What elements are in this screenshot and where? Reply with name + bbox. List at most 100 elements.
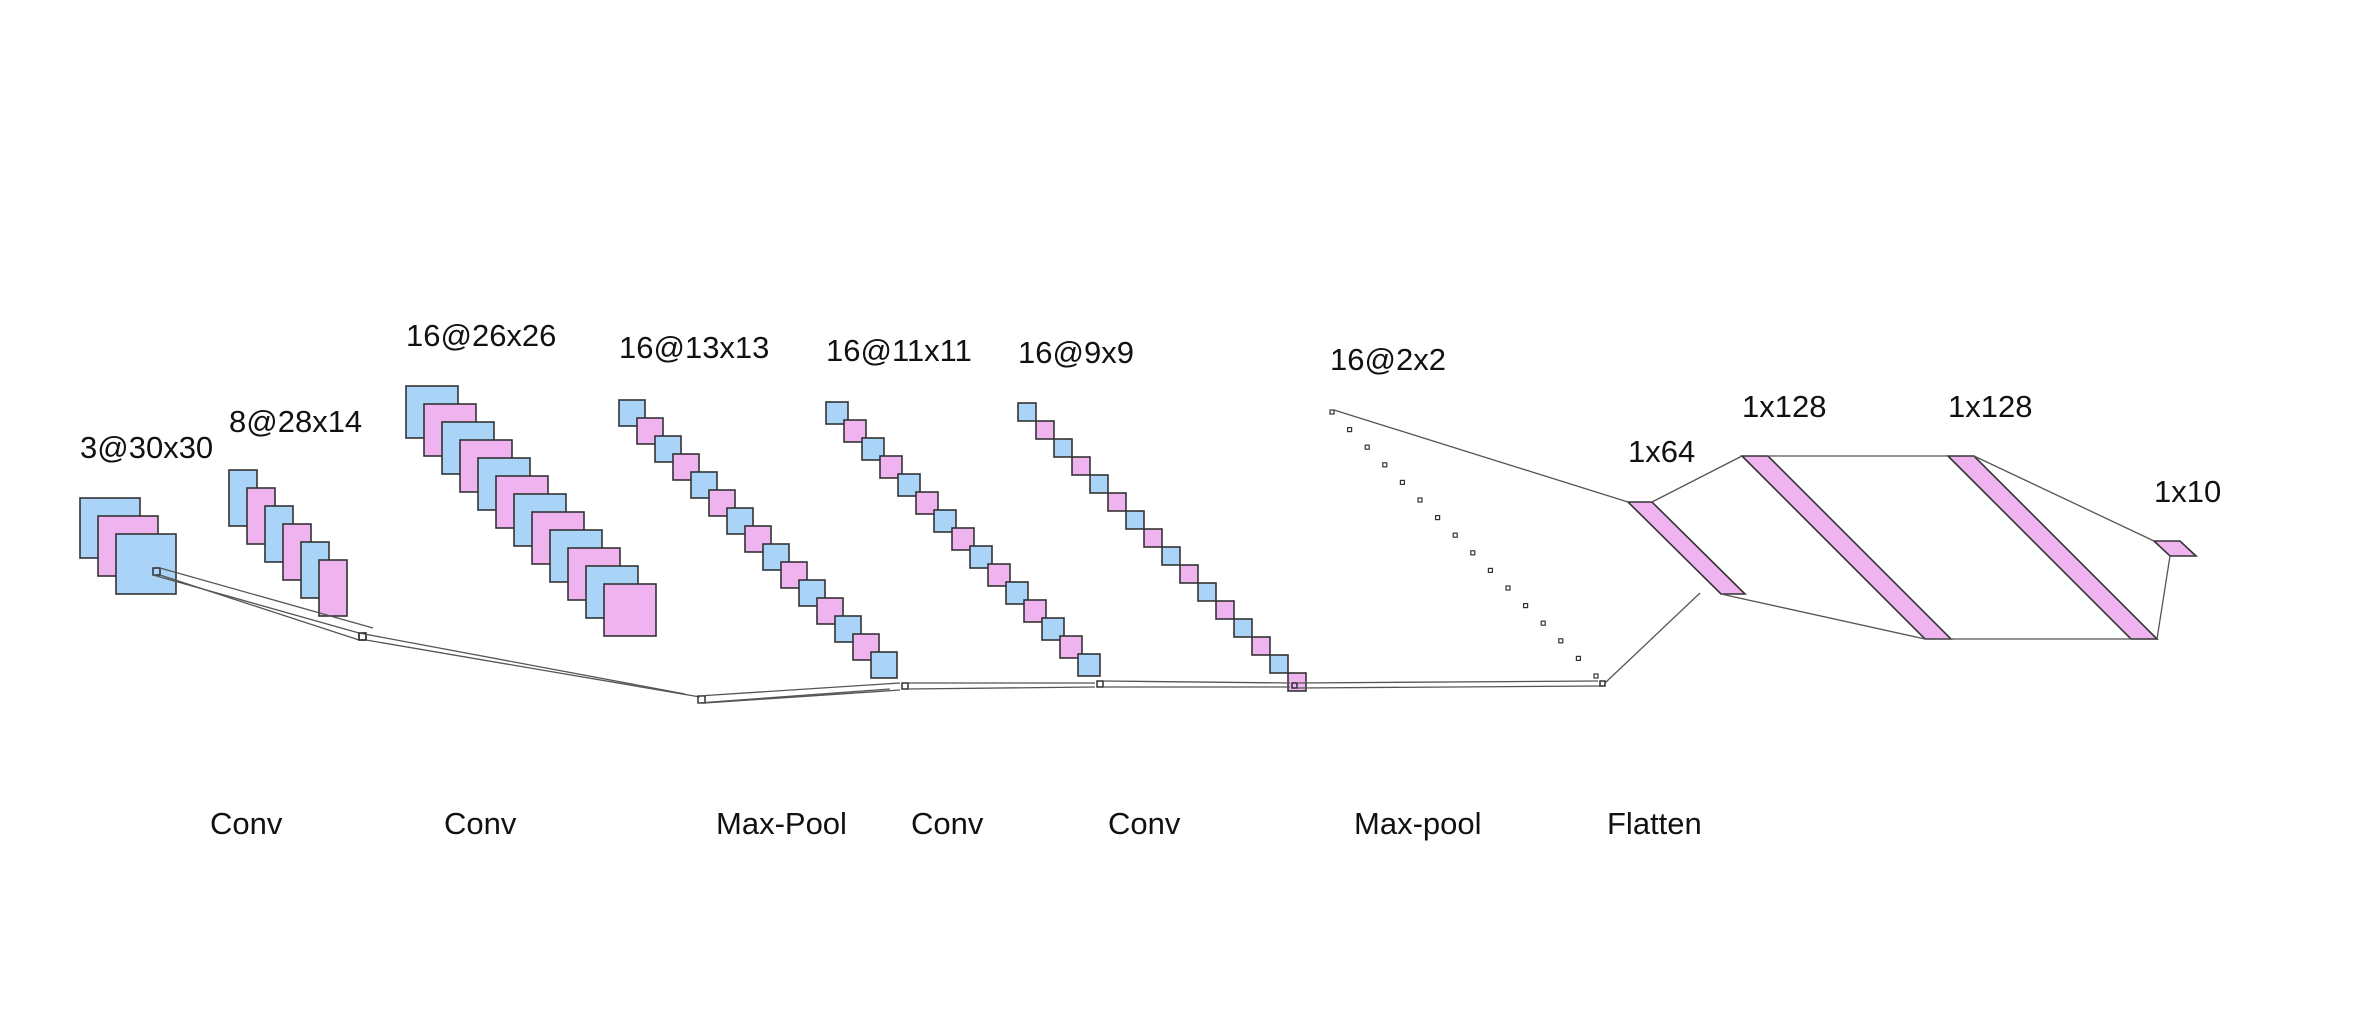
feature-map bbox=[1399, 479, 1406, 485]
connection-line bbox=[1296, 680, 1599, 684]
feature-map bbox=[1023, 599, 1047, 623]
feature-map bbox=[915, 491, 939, 515]
feature-map bbox=[1593, 673, 1599, 679]
kernel-window bbox=[1599, 680, 1606, 687]
feature-map bbox=[870, 651, 898, 679]
feature-map bbox=[1364, 444, 1370, 450]
feature-map bbox=[1269, 654, 1289, 674]
feature-map bbox=[1417, 497, 1423, 503]
connection-line bbox=[358, 632, 686, 695]
feature-map bbox=[115, 533, 177, 595]
feature-map bbox=[1053, 438, 1073, 458]
feature-map bbox=[1346, 427, 1353, 433]
feature-map bbox=[1071, 456, 1091, 476]
feature-map-stack-2 bbox=[228, 469, 348, 617]
feature-map bbox=[1251, 636, 1271, 656]
connection-line bbox=[1973, 455, 2155, 542]
feature-map bbox=[1505, 585, 1511, 591]
feature-map bbox=[708, 489, 736, 517]
feature-map bbox=[1017, 402, 1037, 422]
connection-line bbox=[2156, 555, 2171, 640]
feature-map-stack-1 bbox=[79, 497, 177, 595]
connection-line bbox=[152, 574, 360, 634]
operation-label-3: Max-Pool bbox=[716, 806, 847, 841]
feature-map bbox=[1434, 514, 1441, 521]
layer-shape-label-11: 1x10 bbox=[2154, 474, 2221, 509]
feature-map bbox=[1059, 635, 1083, 659]
feature-map bbox=[1470, 550, 1476, 556]
connection-line bbox=[907, 686, 1096, 690]
feature-map bbox=[1382, 462, 1388, 468]
layer-shape-label-4: 16@13x13 bbox=[619, 330, 769, 365]
connection-line bbox=[1296, 685, 1601, 689]
connection-line bbox=[1604, 592, 1701, 684]
connection-line bbox=[1102, 680, 1291, 684]
feature-map bbox=[1197, 582, 1217, 602]
feature-map bbox=[1233, 618, 1253, 638]
feature-map bbox=[318, 559, 348, 617]
layer-shape-label-7: 16@2x2 bbox=[1330, 342, 1446, 377]
operation-label-2: Conv bbox=[444, 806, 517, 841]
operation-label-7: Flatten bbox=[1607, 806, 1702, 841]
feature-map bbox=[969, 545, 993, 569]
feature-map bbox=[1143, 528, 1163, 548]
layer-shape-label-1: 3@30x30 bbox=[80, 430, 213, 465]
feature-map bbox=[825, 401, 849, 425]
feature-map bbox=[1575, 655, 1582, 662]
feature-map bbox=[933, 509, 957, 533]
layer-shape-label-5: 16@11x11 bbox=[826, 333, 972, 368]
dense-layer-2 bbox=[1740, 455, 1953, 640]
feature-map bbox=[603, 583, 657, 637]
kernel-window bbox=[1096, 680, 1104, 688]
feature-map bbox=[1540, 620, 1546, 626]
feature-map bbox=[1035, 420, 1055, 440]
feature-map bbox=[1179, 564, 1199, 584]
feature-map bbox=[1107, 492, 1127, 512]
operation-label-5: Conv bbox=[1108, 806, 1181, 841]
feature-map bbox=[1558, 638, 1564, 644]
feature-map-stacks bbox=[79, 385, 1599, 692]
feature-map bbox=[987, 563, 1011, 587]
feature-map bbox=[1487, 567, 1494, 574]
layer-shape-label-6: 16@9x9 bbox=[1018, 335, 1134, 370]
kernel-window bbox=[901, 682, 909, 690]
kernel-window bbox=[1291, 682, 1298, 689]
connection-line bbox=[704, 689, 901, 704]
feature-map bbox=[690, 471, 718, 499]
connection-line bbox=[697, 688, 891, 704]
feature-map bbox=[1041, 617, 1065, 641]
feature-map bbox=[1125, 510, 1145, 530]
feature-map-stack-4 bbox=[618, 399, 898, 679]
layer-shape-label-3: 16@26x26 bbox=[406, 318, 556, 353]
feature-map bbox=[879, 455, 903, 479]
feature-map bbox=[861, 437, 885, 461]
connection-line bbox=[1651, 455, 1743, 503]
feature-map bbox=[897, 473, 921, 497]
feature-map-stack-3 bbox=[405, 385, 657, 637]
dense-layer-4 bbox=[2151, 540, 2199, 557]
operation-label-6: Max-pool bbox=[1354, 806, 1482, 841]
feature-map bbox=[1089, 474, 1109, 494]
operation-label-1: Conv bbox=[210, 806, 283, 841]
connection-line bbox=[1333, 409, 1629, 503]
connection-line bbox=[1720, 593, 1926, 640]
connection-line bbox=[159, 567, 374, 629]
layer-shape-label-10: 1x128 bbox=[1948, 389, 2032, 424]
connection-lines bbox=[152, 409, 2171, 704]
kernel-window bbox=[152, 567, 161, 576]
feature-map-stack-7 bbox=[1329, 409, 1599, 679]
layer-shape-label-2: 8@28x14 bbox=[229, 404, 362, 439]
feature-map bbox=[816, 597, 844, 625]
layer-shape-label-8: 1x64 bbox=[1628, 434, 1695, 469]
feature-map bbox=[1452, 532, 1458, 538]
connection-line bbox=[697, 682, 901, 697]
feature-map bbox=[1329, 409, 1335, 415]
feature-map bbox=[951, 527, 975, 551]
feature-map bbox=[1005, 581, 1029, 605]
dense-layer-1 bbox=[1626, 501, 1747, 595]
feature-map bbox=[1522, 602, 1529, 609]
feature-map-stack-6 bbox=[1017, 402, 1307, 692]
operation-label-4: Conv bbox=[911, 806, 984, 841]
dense-layer-3 bbox=[1946, 455, 2159, 640]
